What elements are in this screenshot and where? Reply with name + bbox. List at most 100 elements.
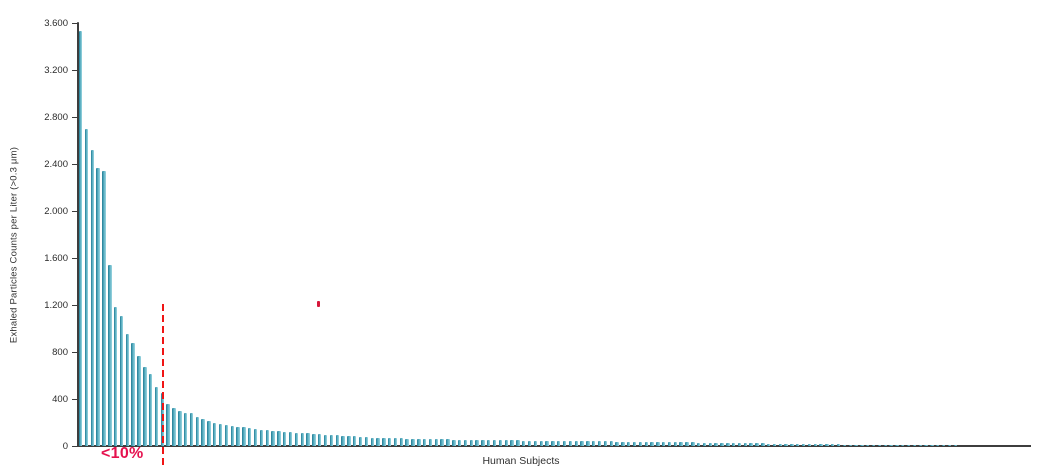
bar: [527, 440, 532, 446]
y-tick-mark: [72, 69, 77, 71]
bar: [685, 442, 689, 446]
y-tick-mark: [72, 116, 77, 118]
bar: [638, 441, 643, 446]
bar: [329, 434, 334, 446]
bar: [213, 422, 217, 446]
bar: [603, 441, 608, 446]
bar: [906, 445, 911, 446]
bar: [889, 445, 893, 446]
bar: [650, 442, 654, 446]
bar: [84, 128, 89, 446]
bar: [772, 443, 777, 446]
bar: [696, 442, 701, 446]
bar: [370, 437, 374, 446]
y-tick-label: 1.600: [44, 252, 68, 264]
bar: [778, 443, 782, 446]
bar: [947, 445, 952, 446]
bar: [178, 410, 182, 446]
bar: [871, 444, 876, 446]
bar: [842, 444, 847, 446]
bar: [667, 442, 672, 446]
bar: [405, 438, 409, 446]
bar: [236, 426, 240, 446]
bar: [545, 440, 549, 446]
bar: [318, 434, 322, 446]
bar: [644, 442, 648, 446]
bar: [597, 441, 602, 446]
bar: [860, 444, 864, 446]
bar: [726, 442, 730, 446]
bar: [714, 442, 718, 446]
y-axis-line: [77, 22, 79, 446]
bar: [452, 439, 456, 446]
bar: [207, 420, 211, 446]
bar: [784, 443, 788, 446]
bar: [918, 445, 922, 446]
bar: [702, 442, 707, 446]
bar: [941, 445, 946, 446]
bar: [172, 407, 176, 446]
bar: [288, 432, 293, 446]
bar: [539, 440, 543, 446]
bar: [248, 428, 252, 446]
bar: [487, 440, 491, 446]
bar: [592, 441, 596, 446]
y-tick-mark: [72, 445, 77, 447]
bar: [621, 441, 625, 446]
bar: [271, 430, 275, 446]
bar: [224, 424, 229, 446]
y-tick-label: 1.200: [44, 299, 68, 311]
bar: [341, 435, 345, 446]
bar: [131, 342, 135, 446]
bar: [79, 31, 83, 446]
y-tick-mark: [72, 257, 77, 259]
bar: [807, 444, 812, 446]
x-axis-title: Human Subjects: [482, 455, 560, 467]
y-axis-title: Exhaled Particles Counts per Liter (>0.3…: [8, 146, 20, 344]
bar: [930, 445, 934, 446]
stray-red-dot: [317, 301, 320, 307]
bar: [183, 412, 188, 446]
bar: [347, 435, 351, 446]
bar: [143, 367, 147, 446]
bar: [586, 441, 590, 446]
bar: [148, 374, 153, 446]
bar: [819, 444, 823, 446]
bar: [422, 438, 427, 446]
bar: [498, 440, 503, 446]
bar: [481, 440, 485, 446]
y-tick-mark: [72, 22, 77, 24]
bar: [475, 440, 479, 446]
bar: [609, 441, 613, 446]
bar: [516, 440, 520, 446]
threshold-dashed-line: [162, 304, 165, 468]
bar: [119, 315, 124, 446]
y-tick-mark: [72, 163, 77, 165]
bar: [749, 443, 753, 446]
bar: [510, 440, 514, 446]
bar: [353, 436, 357, 446]
bar: [568, 441, 573, 446]
y-tick-label: 2.400: [44, 158, 68, 170]
bar: [434, 439, 439, 446]
bar: [662, 442, 666, 446]
bar: [277, 431, 281, 446]
bar: [201, 419, 205, 446]
bar: [790, 443, 794, 446]
bar: [708, 442, 713, 446]
bar: [102, 171, 106, 446]
bar: [731, 442, 736, 446]
y-tick-mark: [72, 210, 77, 212]
bar: [335, 435, 339, 446]
bar: [428, 439, 433, 446]
bar: [469, 439, 473, 446]
bar: [848, 444, 852, 446]
bar: [574, 441, 578, 446]
y-tick-mark: [72, 304, 77, 306]
bar: [125, 334, 130, 446]
bar: [632, 441, 637, 446]
bar: [399, 438, 404, 446]
bar: [306, 433, 310, 446]
y-tick-mark: [72, 398, 77, 400]
